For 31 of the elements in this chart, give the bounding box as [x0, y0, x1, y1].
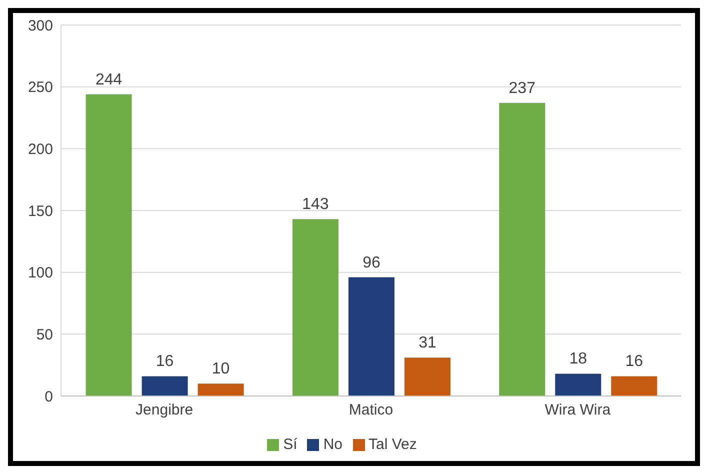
y-tick-label: 250: [28, 79, 53, 96]
data-label: 96: [362, 254, 380, 272]
data-label: 31: [418, 334, 436, 352]
bar: [292, 219, 338, 396]
bar: [555, 374, 602, 396]
y-tick-label: 200: [28, 140, 53, 158]
legend-label: No: [323, 436, 342, 453]
y-tick-label: 0: [44, 388, 53, 406]
bar: [611, 376, 658, 396]
y-tick-label: 150: [28, 202, 53, 220]
bar: [404, 358, 450, 396]
legend-label: Tal Vez: [368, 436, 417, 453]
bar: [348, 277, 394, 396]
bar: [86, 94, 132, 396]
data-label: 237: [508, 80, 536, 97]
data-label: 244: [95, 71, 122, 88]
data-label: 10: [212, 360, 230, 378]
bar: [198, 384, 244, 396]
x-tick-label: Matico: [348, 402, 394, 419]
data-label: 18: [569, 350, 588, 368]
data-label: 143: [302, 196, 329, 214]
bar: [142, 376, 188, 396]
x-tick-label: Jengibre: [136, 402, 194, 419]
data-label: 16: [625, 353, 644, 370]
y-tick-label: 50: [36, 326, 53, 344]
y-tick-label: 300: [28, 17, 53, 34]
bar: [499, 102, 546, 396]
data-label: 16: [156, 353, 174, 370]
y-tick-label: 100: [28, 264, 53, 282]
legend-label: Sí: [283, 436, 298, 453]
x-tick-label: Wira Wira: [544, 402, 612, 419]
